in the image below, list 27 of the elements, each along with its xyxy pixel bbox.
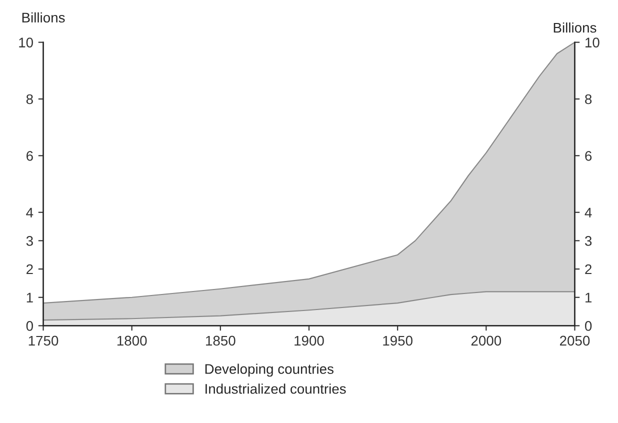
y2-tick-label: 8	[585, 94, 592, 104]
y-tick-label: 1	[26, 292, 33, 302]
y-tick-label: 8	[26, 94, 33, 104]
y-tick-label: 10	[19, 38, 33, 48]
y-tick-label: 4	[26, 208, 34, 218]
x-tick-label: 2050	[560, 336, 590, 346]
x-tick-label: 1750	[28, 336, 58, 346]
y-tick-label: 3	[26, 236, 33, 246]
y2-tick-label: 10	[586, 38, 600, 48]
x-tick-label: 1850	[206, 336, 236, 346]
legend-label: Industrialized countries	[206, 384, 346, 394]
y-axis-title: Billions	[22, 12, 65, 23]
y-tick-label: 2	[26, 264, 33, 274]
legend-label: Developing countries	[205, 364, 334, 377]
y2-tick-label: 6	[585, 151, 592, 161]
y2-tick-label: 0	[585, 321, 592, 331]
y-tick-label: 6	[26, 151, 33, 161]
x-tick-label: 2000	[471, 336, 502, 346]
x-tick-label: 1950	[383, 336, 412, 346]
y2-tick-label: 3	[584, 236, 592, 246]
y2-tick-label: 1	[586, 292, 592, 302]
y2-tick-label: 4	[584, 208, 592, 218]
y2-axis-title: Billions	[554, 22, 596, 33]
x-tick-label: 1900	[294, 336, 324, 346]
y2-tick-label: 2	[585, 264, 592, 274]
x-tick-label: 1800	[117, 336, 147, 346]
y-tick-label: 0	[26, 321, 33, 331]
